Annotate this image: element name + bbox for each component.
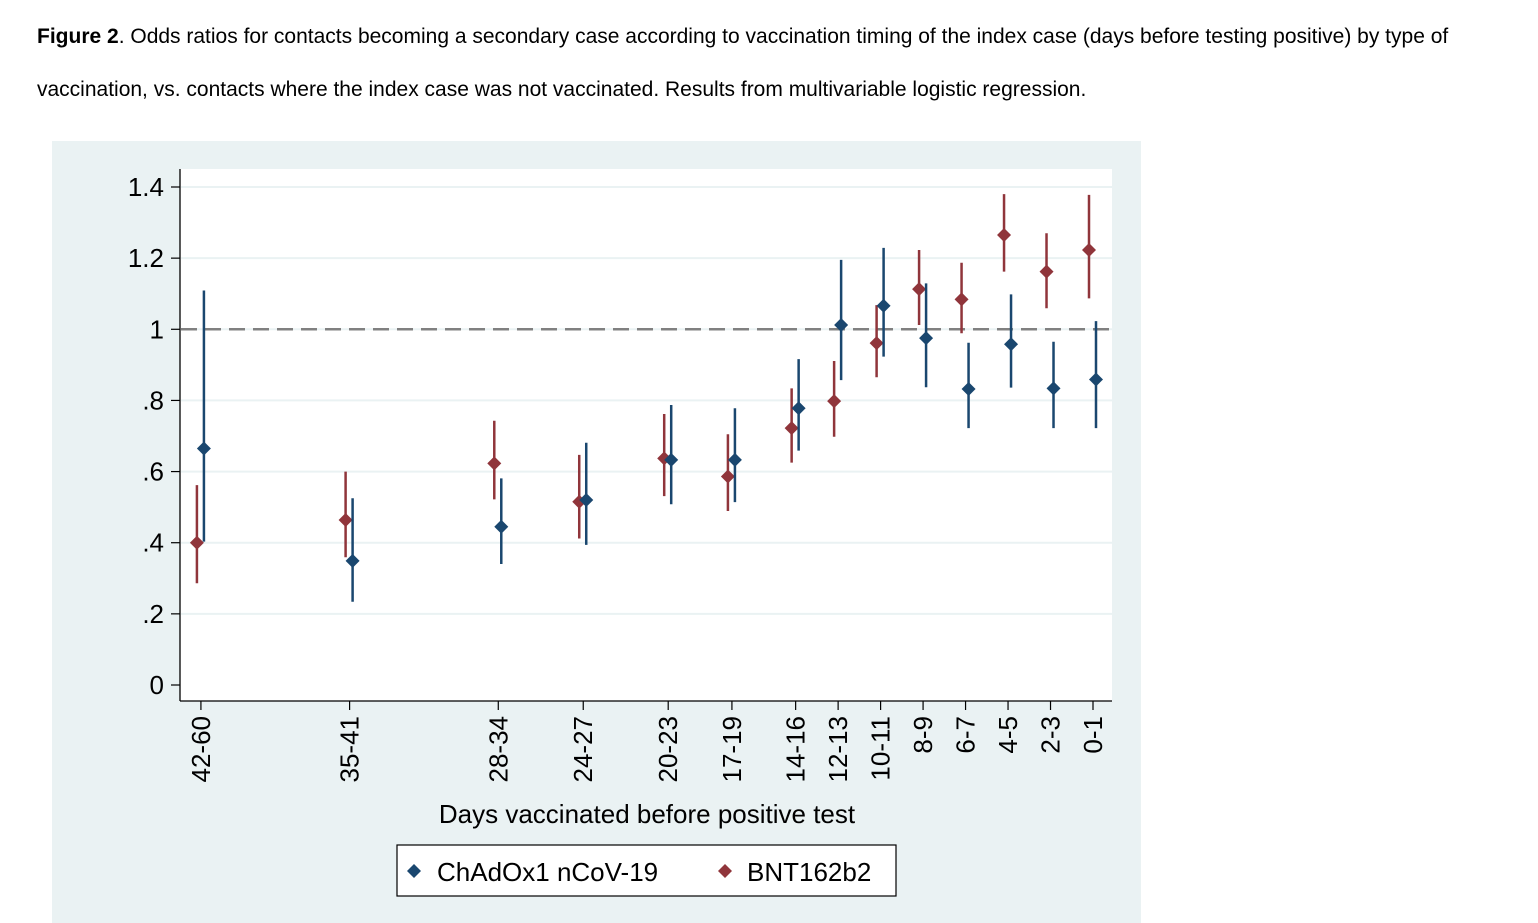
point-chadox1 <box>834 318 849 333</box>
y-tick-label: 0 <box>150 670 164 700</box>
point-chadox1 <box>1004 337 1019 352</box>
point-bnt162b2 <box>912 282 927 297</box>
x-tick-label: 12-13 <box>823 716 853 783</box>
x-tick-label: 17-19 <box>717 716 747 783</box>
point-bnt162b2 <box>997 228 1012 243</box>
y-tick-label: .4 <box>142 528 164 558</box>
point-bnt162b2 <box>827 394 842 409</box>
point-bnt162b2 <box>1082 242 1096 257</box>
y-tick-label: 1.4 <box>128 172 164 202</box>
legend-box <box>396 844 897 897</box>
point-chadox1 <box>791 401 806 416</box>
y-tick-label: .6 <box>142 457 164 487</box>
point-chadox1 <box>196 441 211 456</box>
y-tick-label: 1.2 <box>128 243 164 273</box>
y-tick-label: .2 <box>142 599 164 629</box>
x-tick-label: 2-3 <box>1036 716 1066 754</box>
point-chadox1 <box>876 298 891 313</box>
x-tick-label: 0-1 <box>1078 716 1108 754</box>
x-tick-label: 35-41 <box>335 716 365 783</box>
figure-label: Figure 2 <box>37 25 119 48</box>
point-bnt162b2 <box>720 469 735 484</box>
point-chadox1 <box>1089 372 1103 387</box>
point-bnt162b2 <box>784 421 799 436</box>
x-axis-title: Days vaccinated before positive test <box>439 799 856 829</box>
point-chadox1 <box>494 519 509 534</box>
point-chadox1 <box>919 331 934 346</box>
x-tick-label: 8-9 <box>908 716 938 754</box>
x-tick-label: 4-5 <box>993 716 1023 754</box>
legend-marker-bnt162b2 <box>718 864 732 878</box>
legend-label-chadox1: ChAdOx1 nCoV-19 <box>437 857 658 887</box>
point-bnt162b2 <box>1039 264 1054 279</box>
legend-marker-chadox1 <box>407 864 421 878</box>
figure-caption: Figure 2. Odds ratios for contacts becom… <box>37 10 1507 116</box>
caption-text: . Odds ratios for contacts becoming a se… <box>37 25 1449 101</box>
point-chadox1 <box>579 493 594 508</box>
point-chadox1 <box>1046 381 1061 396</box>
x-tick-label: 42-60 <box>186 716 216 783</box>
point-bnt162b2 <box>487 456 502 471</box>
y-tick-label: .8 <box>142 385 164 415</box>
point-bnt162b2 <box>189 535 204 550</box>
point-bnt162b2 <box>338 512 353 527</box>
x-tick-label: 20-23 <box>653 716 683 783</box>
point-chadox1 <box>961 382 976 397</box>
x-tick-label: 14-16 <box>781 716 811 783</box>
x-tick-label: 24-27 <box>568 716 598 783</box>
point-chadox1 <box>345 553 360 568</box>
x-tick-label: 28-34 <box>483 716 513 783</box>
x-tick-label: 6-7 <box>951 716 981 754</box>
point-chadox1 <box>727 452 742 467</box>
point-bnt162b2 <box>954 292 969 307</box>
legend-label-bnt162b2: BNT162b2 <box>747 857 871 887</box>
legend: ChAdOx1 nCoV-19 BNT162b2 <box>396 844 897 897</box>
x-tick-label: 10-11 <box>866 716 896 781</box>
point-chadox1 <box>664 452 679 467</box>
y-tick-label: 1 <box>150 314 164 344</box>
point-bnt162b2 <box>869 336 884 351</box>
plot-area <box>180 169 1112 701</box>
